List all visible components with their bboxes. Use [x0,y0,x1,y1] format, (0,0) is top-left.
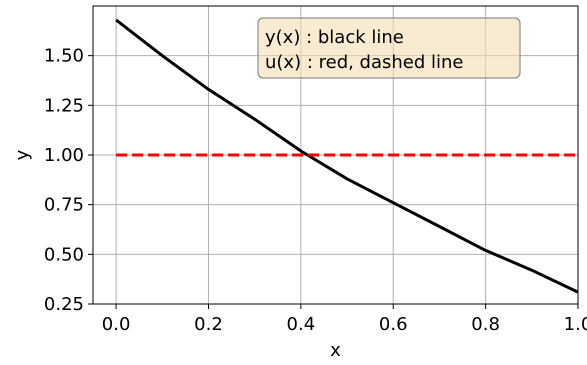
black-line [115,18,579,294]
annotation-line-1: y(x) : black line [265,27,404,48]
y-tick-label: 0.25 [44,294,84,315]
x-tick-label: 0.6 [379,314,408,335]
x-axis-label: x [330,340,341,361]
annotation-background [257,17,521,79]
x-tick-label: 0.0 [102,314,131,335]
annotation-line-2: u(x) : red, dashed line [265,52,464,73]
series-layer [115,18,579,294]
x-tick-label: 0.8 [471,314,500,335]
y-axis-label: y [12,149,33,160]
y-tick-label: 0.75 [44,195,84,216]
x-tick-label: 1.0 [564,314,587,335]
x-tick-label: 0.4 [287,314,316,335]
y-tick-label: 1.25 [44,95,84,116]
annotation-box: y(x) : black line u(x) : red, dashed lin… [257,17,521,79]
x-tick-label: 0.2 [194,314,223,335]
y-tick-label: 1.00 [44,145,84,166]
y-ticks: 0.25 0.50 0.75 1.00 1.25 1.50 [44,46,93,315]
y-tick-label: 1.50 [44,46,84,67]
y-tick-label: 0.50 [44,244,84,265]
x-ticks: 0.0 0.2 0.4 0.6 0.8 1.0 [102,304,587,335]
